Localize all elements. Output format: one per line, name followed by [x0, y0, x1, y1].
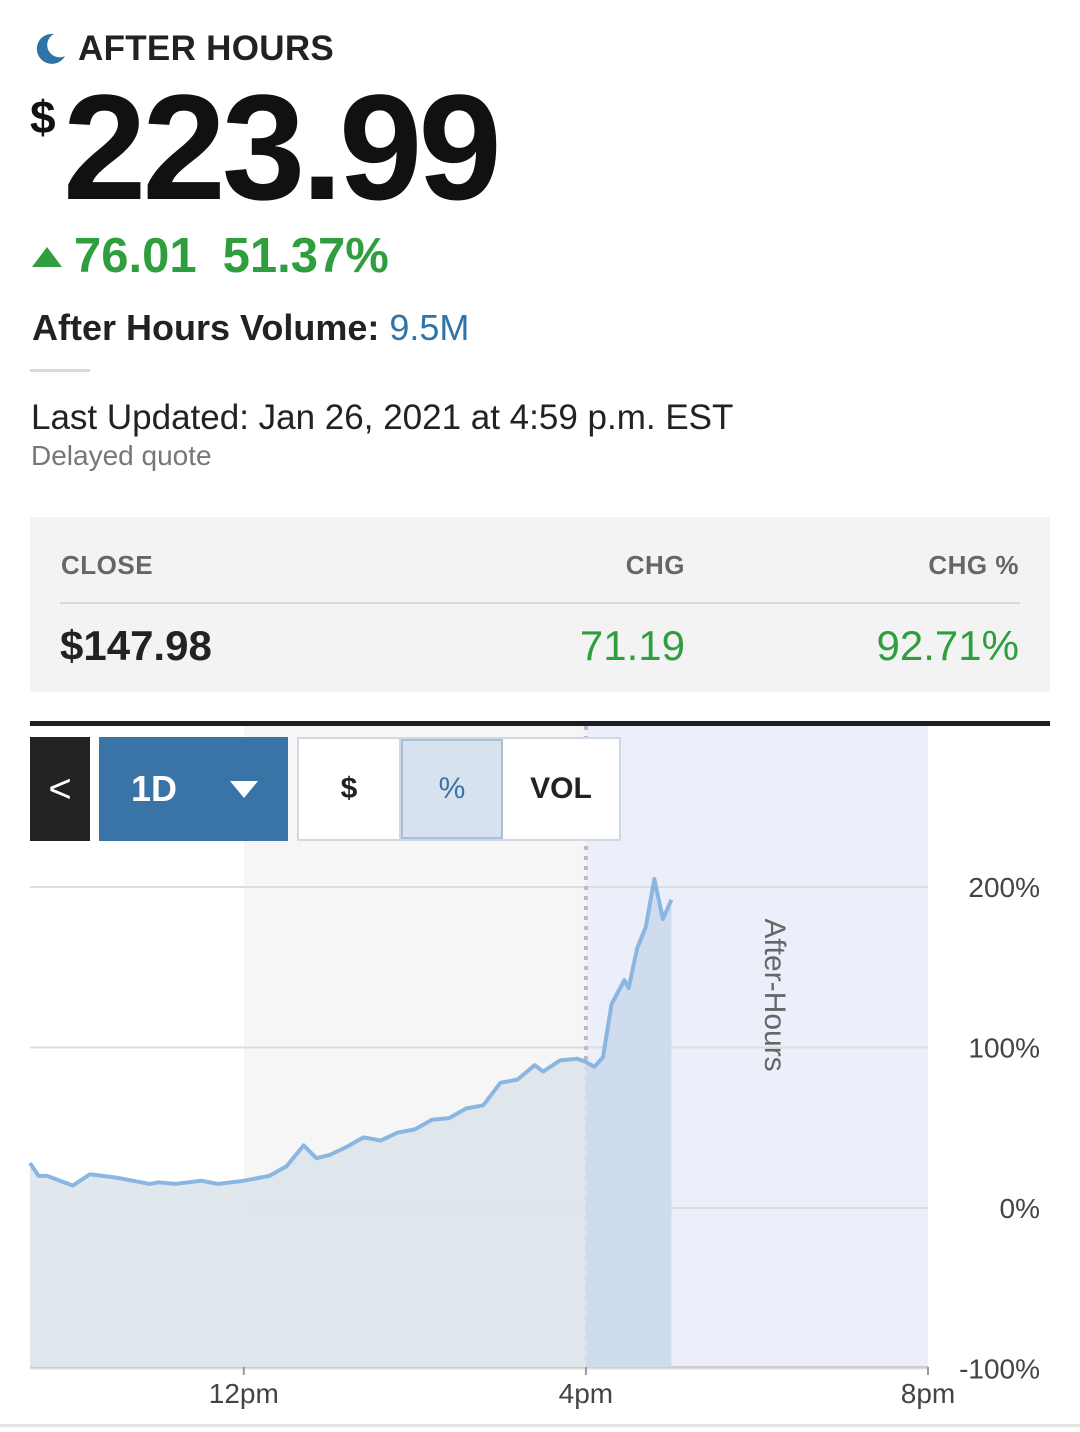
- y-tick-label: 100%: [968, 1033, 1040, 1064]
- series-line: [28, 876, 674, 1188]
- back-button[interactable]: <: [30, 737, 90, 841]
- after-hours-volume: After Hours Volume: 9.5M: [32, 307, 469, 349]
- delayed-quote-note: Delayed quote: [31, 440, 212, 471]
- moon-icon: [36, 33, 65, 64]
- last-updated: Last Updated: Jan 26, 2021 at 4:59 p.m. …: [31, 398, 734, 437]
- chart-mode-toggle: $ % VOL: [297, 737, 621, 841]
- chg-value: 71.19: [579, 622, 685, 669]
- close-header: CLOSE: [61, 550, 154, 580]
- toggle-dollar[interactable]: $: [299, 739, 401, 839]
- toggle-percent[interactable]: %: [401, 739, 503, 839]
- range-label: 1D: [131, 768, 178, 809]
- price-change: 76.01 51.37%: [32, 228, 389, 284]
- change-percent: 51.37%: [222, 229, 389, 283]
- regular-session-area: [30, 1058, 586, 1367]
- chevron-down-icon: [230, 780, 258, 798]
- divider: [30, 369, 90, 372]
- range-dropdown[interactable]: 1D: [99, 737, 288, 841]
- close-value: $147.98: [60, 622, 212, 669]
- panel-divider: [60, 602, 1020, 604]
- toggle-volume[interactable]: VOL: [530, 772, 592, 805]
- volume-label: After Hours Volume:: [32, 307, 380, 348]
- y-tick-label: 200%: [968, 872, 1040, 903]
- bottom-divider: [0, 1424, 1080, 1427]
- change-amount: 76.01: [74, 229, 197, 283]
- x-tick-label: 4pm: [559, 1378, 613, 1409]
- price-value: 223.99: [63, 63, 502, 231]
- market-status: AFTER HOURS: [32, 26, 334, 72]
- after-hours-area: [585, 878, 672, 1367]
- volume-value: 9.5M: [389, 307, 470, 348]
- y-tick-label: 0%: [1000, 1193, 1040, 1224]
- x-tick-label: 12pm: [209, 1378, 279, 1409]
- status-label: AFTER HOURS: [78, 29, 335, 68]
- chg-percent-header: CHG %: [928, 550, 1019, 580]
- price-currency: $: [30, 91, 56, 143]
- close-summary-panel: [30, 517, 1050, 692]
- chg-header: CHG: [625, 550, 685, 580]
- after-hours-label: After-Hours: [758, 918, 791, 1071]
- x-tick-label: 8pm: [901, 1378, 955, 1409]
- up-triangle-icon: [32, 247, 62, 267]
- y-tick-label: -100%: [959, 1354, 1040, 1385]
- chart-top-rule: [30, 721, 1050, 726]
- chg-percent-value: 92.71%: [876, 622, 1019, 669]
